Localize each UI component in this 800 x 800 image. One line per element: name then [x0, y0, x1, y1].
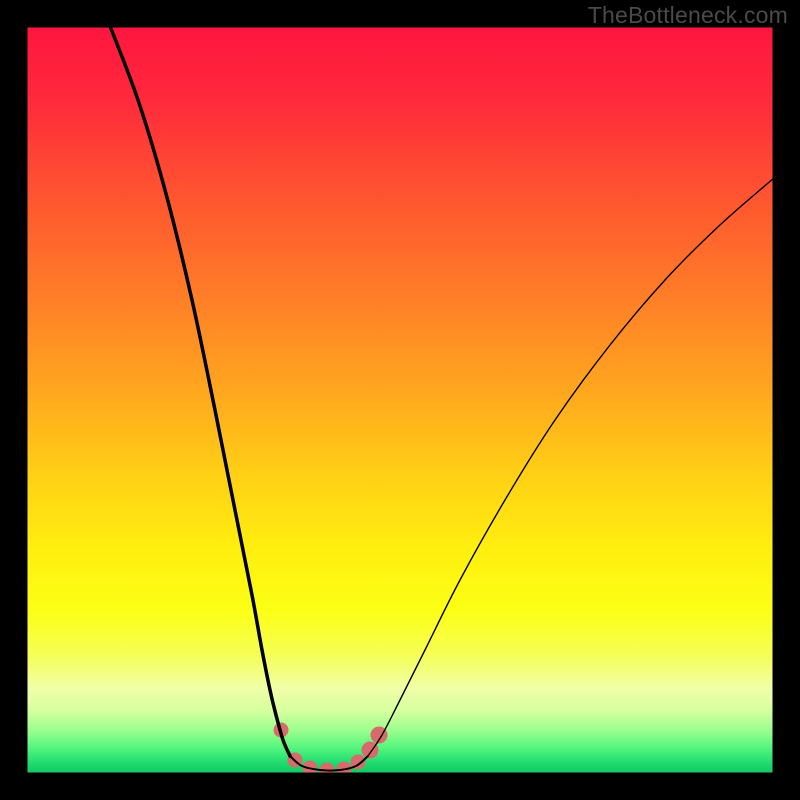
gradient-background	[26, 26, 774, 774]
watermark-text: TheBottleneck.com	[588, 2, 788, 29]
bottleneck-curve-chart	[0, 0, 800, 800]
chart-frame: TheBottleneck.com	[0, 0, 800, 800]
